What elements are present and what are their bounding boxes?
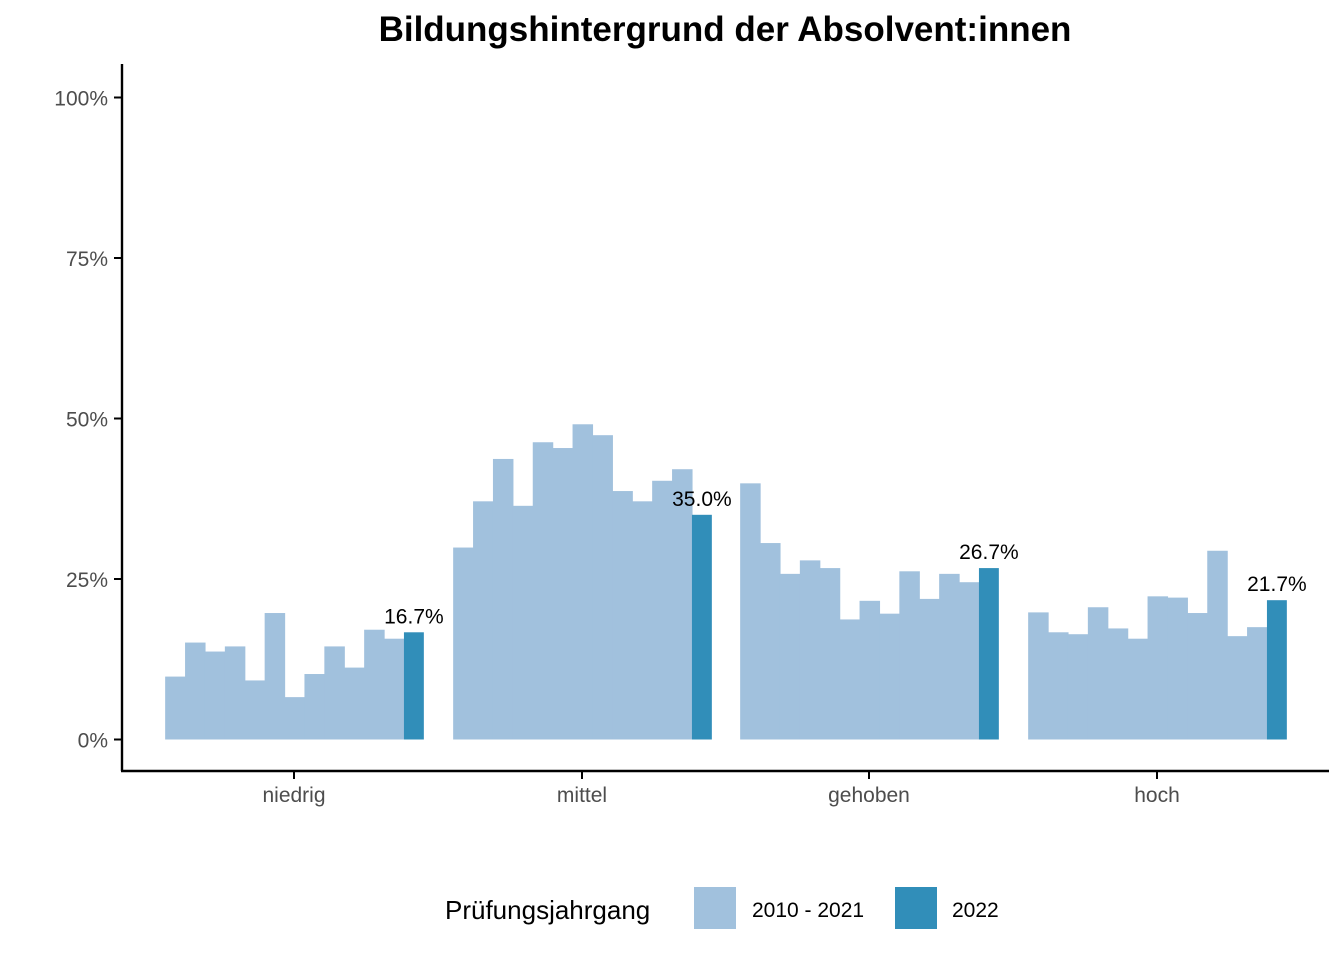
x-tick-label-hoch: hoch — [1134, 784, 1180, 807]
bar-history-mittel-8 — [592, 435, 613, 740]
x-tick-label-gehoben: gehoben — [828, 784, 910, 807]
bar-history-hoch-11 — [1227, 636, 1248, 740]
bar-current-niedrig — [403, 632, 424, 740]
bar-history-mittel-4 — [512, 505, 534, 740]
y-tick-label: 50% — [66, 409, 108, 432]
bar-current-hoch — [1266, 600, 1287, 740]
bar-history-gehoben-3 — [779, 573, 801, 740]
legend-label-2010-2021: 2010 - 2021 — [752, 899, 864, 922]
bar-history-hoch-9 — [1187, 613, 1208, 740]
bar-history-mittel-1 — [453, 547, 474, 740]
bar-value-label-mittel: 35.0% — [672, 488, 732, 511]
x-tick-label-niedrig: niedrig — [262, 784, 325, 807]
bar-history-mittel-11 — [652, 480, 673, 740]
bar-history-hoch-3 — [1067, 634, 1089, 740]
y-tick-label: 100% — [54, 88, 108, 111]
x-axis-ticks: niedrig mittel gehoben hoch — [262, 771, 1180, 807]
bar-history-mittel-3 — [492, 458, 514, 740]
bar-value-label-gehoben: 26.7% — [959, 541, 1019, 564]
legend-label-2022: 2022 — [952, 899, 999, 922]
bar-history-hoch-4 — [1087, 607, 1109, 740]
bar-current-gehoben — [978, 568, 999, 740]
legend-title: Prüfungsjahrgang — [445, 895, 650, 925]
bar-current-mittel — [691, 514, 712, 740]
bar-history-gehoben-7 — [859, 600, 881, 740]
bar-history-mittel-12 — [672, 469, 693, 740]
bar-history-niedrig-1 — [165, 676, 186, 740]
bar-history-niedrig-6 — [264, 613, 286, 740]
bar-history-hoch-7 — [1147, 596, 1169, 740]
bar-history-gehoben-4 — [799, 560, 821, 740]
y-tick-label: 0% — [78, 730, 108, 753]
y-axis-ticks: 0% 25% 50% 75% 100% — [54, 88, 122, 753]
bar-history-gehoben-1 — [740, 483, 761, 740]
bar-history-niedrig-7 — [284, 697, 306, 740]
bar-history-gehoben-9 — [899, 571, 920, 740]
bar-history-niedrig-12 — [384, 638, 405, 740]
y-tick-label: 25% — [66, 569, 108, 592]
bar-value-label-niedrig: 16.7% — [384, 605, 444, 628]
bar-history-mittel-2 — [473, 501, 494, 740]
bar-history-niedrig-3 — [204, 651, 226, 740]
bar-history-niedrig-11 — [364, 629, 385, 740]
bar-history-hoch-1 — [1028, 612, 1049, 740]
bar-value-label-hoch: 21.7% — [1247, 573, 1307, 596]
bar-history-niedrig-4 — [224, 646, 246, 740]
bar-history-hoch-12 — [1247, 627, 1268, 740]
bar-history-hoch-2 — [1048, 632, 1069, 740]
bar-history-niedrig-5 — [244, 680, 266, 740]
bar-value-labels: 16.7% 35.0% 26.7% 21.7% — [384, 488, 1307, 628]
legend-swatch-2022 — [895, 887, 937, 929]
bar-history-hoch-10 — [1207, 550, 1228, 740]
bar-history-gehoben-11 — [939, 573, 960, 740]
bar-history-hoch-5 — [1107, 628, 1129, 740]
bar-history-niedrig-10 — [344, 667, 365, 740]
bar-history-gehoben-12 — [959, 582, 980, 740]
bar-history-mittel-5 — [532, 442, 554, 740]
bar-history-niedrig-9 — [324, 646, 345, 740]
bar-history-gehoben-5 — [819, 568, 841, 740]
bar-history-gehoben-8 — [879, 613, 900, 740]
bar-history-mittel-10 — [632, 501, 653, 740]
y-tick-label: 75% — [66, 248, 108, 271]
bar-history-niedrig-8 — [304, 674, 325, 740]
legend: Prüfungsjahrgang 2010 - 2021 2022 — [445, 887, 999, 929]
bar-history-hoch-6 — [1127, 638, 1149, 740]
bar-history-gehoben-10 — [919, 598, 940, 740]
bar-history-mittel-7 — [572, 424, 594, 740]
bar-history-hoch-8 — [1167, 597, 1188, 740]
x-tick-label-mittel: mittel — [557, 784, 607, 807]
bar-history-niedrig-2 — [185, 642, 206, 740]
bar-history-mittel-9 — [612, 491, 633, 740]
bars — [165, 424, 1287, 740]
bar-history-gehoben-2 — [760, 543, 781, 740]
legend-swatch-2010-2021 — [694, 887, 736, 929]
bar-history-mittel-6 — [552, 448, 574, 740]
bar-history-gehoben-6 — [839, 619, 861, 740]
chart-title: Bildungshintergrund der Absolvent:innen — [379, 10, 1072, 49]
